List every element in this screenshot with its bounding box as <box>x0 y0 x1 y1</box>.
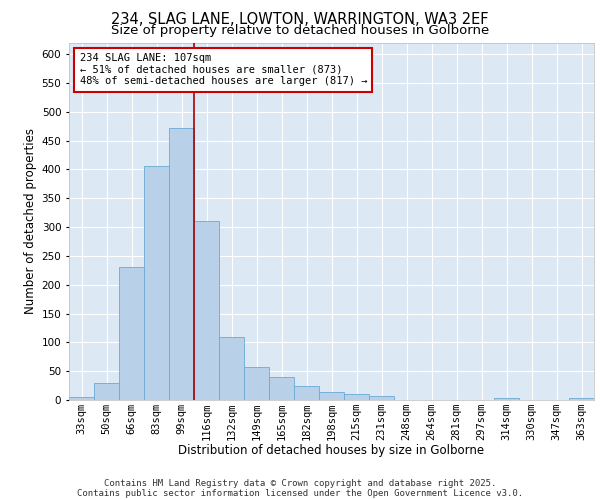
Text: Contains HM Land Registry data © Crown copyright and database right 2025.: Contains HM Land Registry data © Crown c… <box>104 478 496 488</box>
Bar <box>344 394 369 400</box>
Text: Contains public sector information licensed under the Open Government Licence v3: Contains public sector information licen… <box>77 488 523 498</box>
Bar <box>569 398 594 400</box>
Bar <box>94 382 119 400</box>
Text: 234, SLAG LANE, LOWTON, WARRINGTON, WA3 2EF: 234, SLAG LANE, LOWTON, WARRINGTON, WA3 … <box>111 12 489 28</box>
Bar <box>244 367 269 400</box>
Bar <box>494 398 519 400</box>
Bar <box>169 128 194 400</box>
Text: 234 SLAG LANE: 107sqm
← 51% of detached houses are smaller (873)
48% of semi-det: 234 SLAG LANE: 107sqm ← 51% of detached … <box>79 53 367 86</box>
Text: Size of property relative to detached houses in Golborne: Size of property relative to detached ho… <box>111 24 489 37</box>
Bar <box>319 392 344 400</box>
Bar <box>69 397 94 400</box>
Bar <box>194 220 219 400</box>
Bar <box>294 386 319 400</box>
Bar <box>219 336 244 400</box>
Bar <box>269 377 294 400</box>
Bar <box>144 166 169 400</box>
Bar <box>119 268 144 400</box>
Bar <box>369 396 394 400</box>
X-axis label: Distribution of detached houses by size in Golborne: Distribution of detached houses by size … <box>178 444 485 458</box>
Y-axis label: Number of detached properties: Number of detached properties <box>25 128 37 314</box>
